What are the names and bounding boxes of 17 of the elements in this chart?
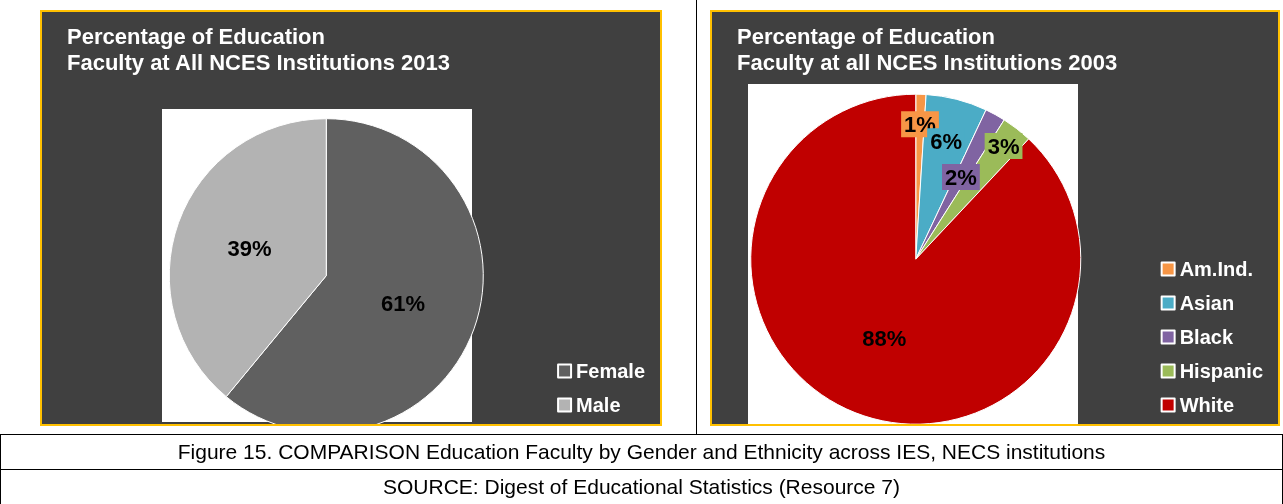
data-label: 88%: [862, 326, 907, 352]
data-label: 39%: [227, 235, 272, 261]
source-note: SOURCE: Digest of Educational Statistics (Resource 7): [0, 469, 1283, 504]
data-label: 3%: [987, 133, 1020, 159]
data-label: 61%: [380, 290, 425, 316]
data-label: 6%: [930, 128, 962, 154]
chart-title: Percentage of Education Faculty at all NCES Institutions 2003: [737, 23, 1118, 75]
legend-label: Asian: [1179, 292, 1235, 314]
legend-label: Male: [576, 394, 621, 416]
data-label: 2%: [945, 164, 977, 190]
chart-title: Percentage of Education Faculty at All NCES Institutions 2013: [67, 23, 451, 75]
legend-label: White: [1179, 394, 1235, 416]
legend-label: Am.Ind.: [1179, 258, 1253, 280]
caption: Figure 15. COMPARISON Education Faculty by Gender and Ethnicity across IES, NECS institutions: [0, 434, 1283, 470]
legend-label: Black: [1179, 326, 1234, 348]
legend-label: Hispanic: [1179, 360, 1263, 382]
legend-label: Female: [576, 360, 646, 382]
